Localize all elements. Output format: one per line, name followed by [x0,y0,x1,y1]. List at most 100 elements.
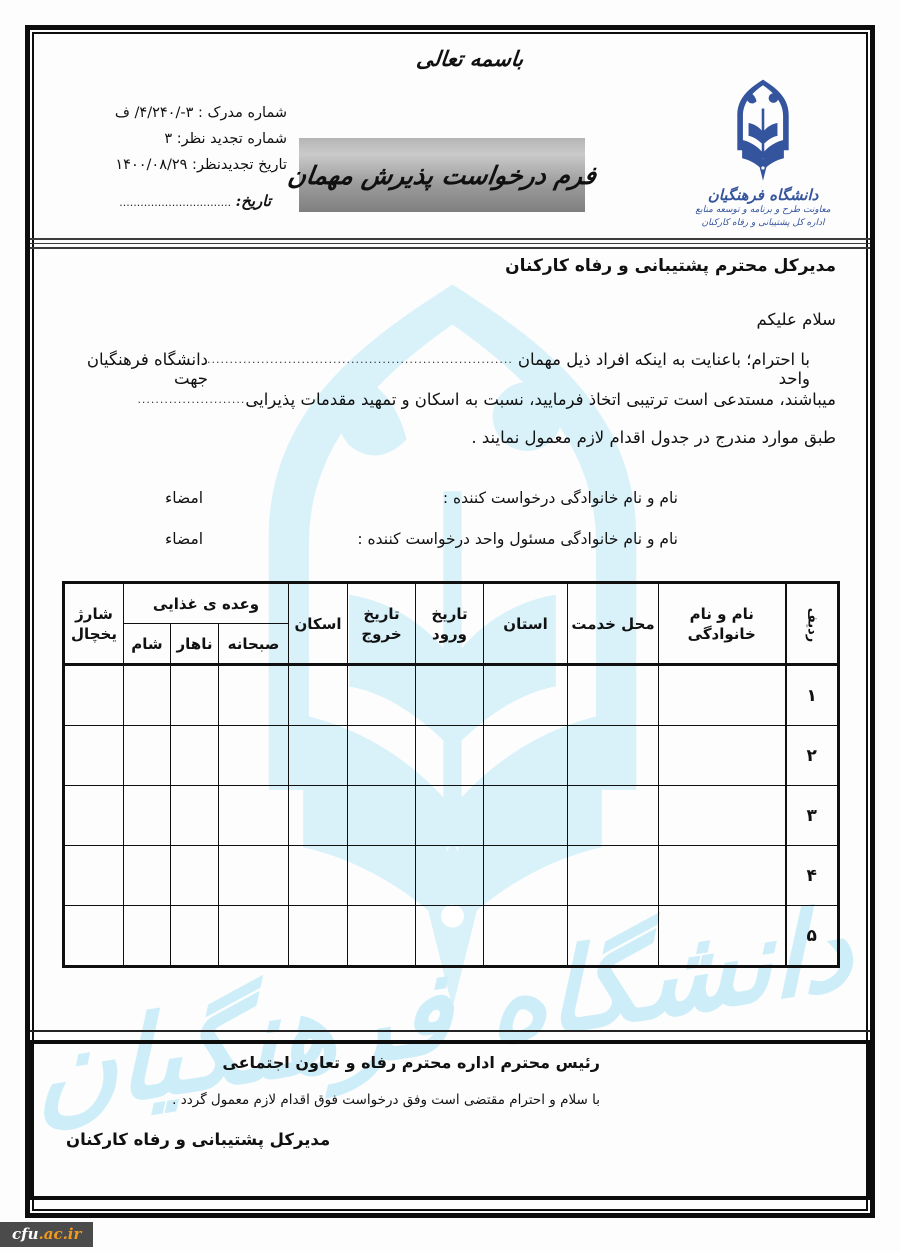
letter-line-3: طبق موارد مندرج در جدول اقدام لازم معمول… [471,428,836,447]
empty-cell [123,905,171,967]
empty-cell [658,845,786,906]
empty-cell [567,664,659,726]
empty-cell [483,664,568,726]
doc-number: شماره مدرک : ۳-/۴/۲۴۰/ ف [114,105,287,121]
line1-blank: ........................................… [208,353,513,366]
line1-tail: دانشگاه فرهنگیان جهت [86,350,209,388]
section-divider [30,1030,870,1032]
site-badge-name: cfu [12,1225,39,1243]
line2-blank: ........................ [137,393,246,406]
empty-cell [415,725,484,786]
empty-cell [347,845,416,906]
table-row: ۳ [63,785,839,846]
row-number-cell: ۵ [784,905,839,967]
logo-subtitle-2: اداره کل پشتیبانی و رفاه کارکنان [701,218,825,228]
table-row: ۵ [63,905,839,967]
col-header-breakfast: صبحانه [218,623,289,665]
unit-head-name-label: نام و نام خانوادگی مسئول واحد درخواست کن… [357,530,678,548]
empty-cell [567,905,659,967]
empty-cell [347,725,416,786]
empty-cell [567,725,659,786]
empty-cell [415,845,484,906]
approval-signature-title: مدیرکل پشتیبانی و رفاه کارکنان [66,1130,331,1149]
university-emblem-icon [737,79,789,181]
empty-cell [63,785,124,846]
col-header-accommodation: اسکان [288,582,348,665]
empty-cell [218,664,289,726]
empty-cell [123,845,171,906]
unit-head-signature-label: امضاء [165,530,204,548]
empty-cell [170,785,219,846]
university-logo: دانشگاه فرهنگیان معاونت طرح و برنامه و ت… [688,78,838,230]
empty-cell [288,845,348,906]
empty-cell [63,664,124,726]
empty-cell [658,725,786,786]
empty-cell [170,664,219,726]
guest-list-table: ردیف نام و نام خانوادگی محل خدمت استان تا… [62,581,840,968]
col-header-dinner: شام [123,623,171,665]
page-inner-border [32,32,868,1211]
empty-cell [658,664,786,726]
empty-cell [170,725,219,786]
revision-date: تاریخ تجدیدنظر: ۱۴۰۰/۰۸/۲۹ [115,157,287,173]
empty-cell [218,905,289,967]
empty-cell [415,785,484,846]
empty-cell [218,845,289,906]
empty-cell [483,785,568,846]
empty-cell [347,905,416,967]
empty-cell [123,725,171,786]
form-title: فرم درخواست پذیرش مهمان [285,160,599,190]
col-header-province: استان [483,582,568,665]
empty-cell [347,664,416,726]
col-header-arrival-date: تاریخ ورود [415,582,484,665]
approval-body-text: با سلام و احترام مقتضی است وفق درخواست ف… [172,1092,600,1108]
empty-cell [288,725,348,786]
empty-cell [63,845,124,906]
col-header-fridge-charge: شارژ یخچال [63,582,124,665]
table-row: ۴ [63,845,839,906]
approval-box [30,1040,870,1200]
empty-cell [415,905,484,967]
table-row: ۲ [63,725,839,786]
date-label: تاریخ: [235,192,271,210]
empty-cell [123,785,171,846]
letter-salutation: سلام علیکم [756,310,836,329]
empty-cell [658,905,786,967]
row-number-cell: ۲ [784,725,839,786]
empty-cell [170,845,219,906]
row-number-cell: ۱ [784,664,839,726]
empty-cell [347,785,416,846]
letter-line-1: با احترام؛ باعنایت به اینکه افراد ذیل مه… [63,350,836,388]
letter-line-2: میباشند، مستدعی است ترتیبی اتخاذ فرمایید… [63,390,836,409]
empty-cell [288,905,348,967]
empty-cell [170,905,219,967]
page-border [25,25,875,1218]
form-title-box: فرم درخواست پذیرش مهمان [286,138,598,212]
logo-subtitle-1: معاونت طرح و برنامه و توسعه منابع [695,205,831,215]
empty-cell [483,725,568,786]
requester-name-label: نام و نام خانوادگی درخواست کننده : [442,489,678,507]
table-row: ۱ [63,664,839,726]
empty-cell [567,845,659,906]
approval-addressee: رئیس محترم اداره محترم رفاه و تعاون اجتم… [222,1053,600,1072]
revision-number: شماره تجدید نظر: ۳ [164,131,287,147]
bismillah-text: باسمه تعالی [415,46,525,71]
site-badge-domain: .ac.ir [38,1225,82,1243]
empty-cell [63,725,124,786]
header-divider [30,238,870,249]
col-header-lunch: ناهار [170,623,219,665]
date-blank-line: ................................ [119,196,232,209]
col-header-meals-group: وعده ی غذایی [123,582,289,624]
letter-addressee: مدیرکل محترم پشتیبانی و رفاه کارکنان [505,256,836,276]
empty-cell [218,725,289,786]
empty-cell [415,664,484,726]
empty-cell [567,785,659,846]
empty-cell [483,905,568,967]
col-header-full-name: نام و نام خانوادگی [658,582,786,665]
col-header-workplace: محل خدمت [567,582,659,665]
site-badge: cfu.ac.ir [0,1222,94,1247]
empty-cell [288,785,348,846]
university-name: دانشگاه فرهنگیان [707,186,819,204]
requester-signature-label: امضاء [165,489,204,507]
row-number-cell: ۴ [784,845,839,906]
